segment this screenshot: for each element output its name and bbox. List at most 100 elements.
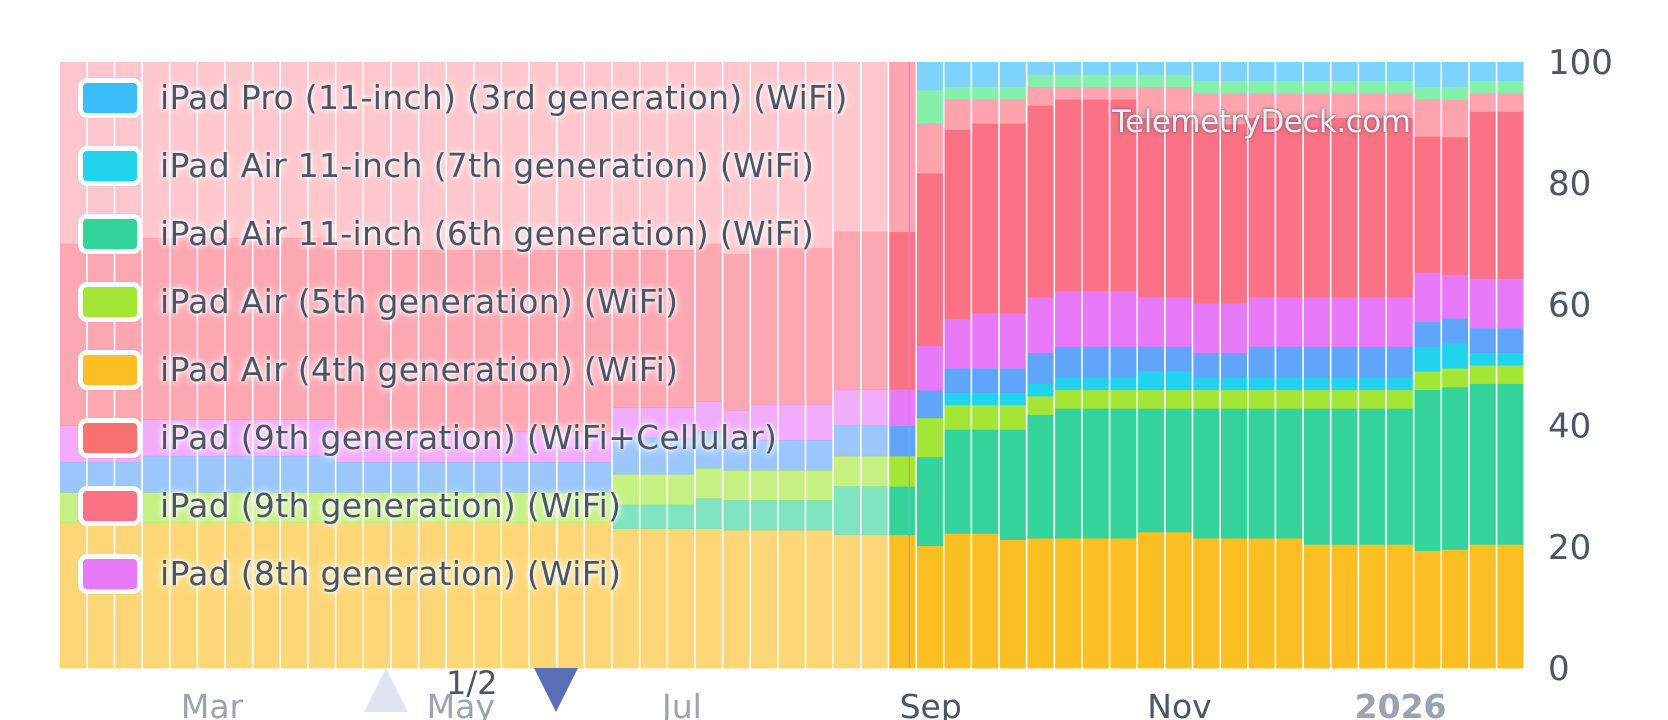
bar-segment[interactable] [1331, 544, 1358, 669]
bar-segment[interactable] [198, 419, 225, 457]
bar-segment[interactable] [1469, 365, 1496, 384]
bar-segment[interactable] [1386, 62, 1413, 81]
bar-segment[interactable] [1082, 74, 1109, 88]
bar-segment[interactable] [474, 492, 501, 523]
bar-segment[interactable] [612, 249, 639, 408]
bar-segment[interactable] [1442, 274, 1469, 319]
bar-segment[interactable] [198, 237, 225, 420]
bar-segment[interactable] [1027, 538, 1054, 669]
bar-segment[interactable] [1055, 538, 1082, 669]
legend-page-down-arrow-icon[interactable] [534, 668, 578, 712]
bar-segment[interactable] [1359, 389, 1386, 409]
bar-segment[interactable] [60, 522, 87, 669]
bar-segment[interactable] [364, 431, 391, 463]
bar-segment[interactable] [999, 98, 1026, 124]
bar-segment[interactable] [1303, 377, 1330, 391]
bar-segment[interactable] [916, 456, 943, 547]
bar-segment[interactable] [1220, 303, 1247, 354]
bar-segment[interactable] [585, 461, 612, 493]
bar-segment[interactable] [557, 431, 584, 463]
bar-segment[interactable] [1303, 389, 1330, 409]
bar-segment[interactable] [1497, 278, 1524, 329]
bar-segment[interactable] [1331, 117, 1358, 298]
bar-segment[interactable] [668, 437, 695, 475]
bar-segment[interactable] [336, 492, 363, 523]
bar-segment[interactable] [723, 62, 750, 255]
bar-segment[interactable] [336, 461, 363, 493]
bar-segment[interactable] [778, 440, 805, 471]
bar-segment[interactable] [751, 404, 778, 441]
bar-segment[interactable] [1082, 408, 1109, 539]
bar-segment[interactable] [1359, 346, 1386, 378]
bar-segment[interactable] [999, 86, 1026, 100]
bar-segment[interactable] [695, 62, 722, 245]
bar-segment[interactable] [972, 98, 999, 124]
bar-segment[interactable] [695, 401, 722, 433]
bar-segment[interactable] [1497, 62, 1524, 81]
bar-segment[interactable] [502, 522, 529, 669]
bar-segment[interactable] [1110, 74, 1137, 88]
bar-segment[interactable] [281, 455, 308, 493]
bar-segment[interactable] [115, 243, 142, 426]
bar-segment[interactable] [1497, 544, 1524, 669]
bar-segment[interactable] [419, 431, 446, 463]
bar-segment[interactable] [446, 492, 474, 523]
bar-segment[interactable] [916, 62, 943, 91]
bar-segment[interactable] [1248, 62, 1275, 81]
bar-segment[interactable] [1110, 389, 1137, 409]
bar-segment[interactable] [502, 461, 529, 493]
bar-segment[interactable] [1055, 290, 1082, 347]
bar-segment[interactable] [751, 500, 778, 531]
bar-segment[interactable] [668, 504, 695, 530]
bar-segment[interactable] [1303, 80, 1330, 94]
bar-segment[interactable] [999, 312, 1026, 369]
bar-segment[interactable] [778, 470, 805, 501]
bar-segment[interactable] [1359, 377, 1386, 391]
bar-segment[interactable] [1082, 86, 1109, 100]
bar-segment[interactable] [889, 62, 916, 233]
bar-segment[interactable] [916, 545, 943, 669]
bar-segment[interactable] [1331, 346, 1358, 378]
bar-segment[interactable] [1386, 92, 1413, 119]
bar-segment[interactable] [1027, 62, 1054, 75]
bar-segment[interactable] [1469, 62, 1496, 81]
bar-segment[interactable] [944, 404, 971, 430]
bar-segment[interactable] [446, 249, 474, 433]
bar-segment[interactable] [1138, 389, 1165, 409]
bar-segment[interactable] [1055, 389, 1082, 409]
bar-segment[interactable] [1248, 408, 1275, 539]
bar-segment[interactable] [1303, 62, 1330, 81]
bar-segment[interactable] [1469, 383, 1496, 545]
bar-segment[interactable] [1248, 346, 1275, 378]
bar-segment[interactable] [1220, 62, 1247, 81]
bar-segment[interactable] [1055, 408, 1082, 539]
bar-segment[interactable] [833, 62, 860, 233]
bar-segment[interactable] [806, 404, 833, 441]
bar-segment[interactable] [1220, 123, 1247, 304]
bar-segment[interactable] [1193, 123, 1220, 304]
bar-segment[interactable] [170, 522, 197, 669]
bar-segment[interactable] [1138, 117, 1165, 298]
bar-segment[interactable] [1303, 408, 1330, 545]
bar-segment[interactable] [1276, 377, 1303, 391]
bar-segment[interactable] [253, 237, 280, 420]
bar-segment[interactable] [944, 319, 971, 369]
bar-segment[interactable] [1110, 99, 1137, 292]
bar-segment[interactable] [695, 431, 722, 469]
bar-segment[interactable] [529, 461, 556, 493]
bar-segment[interactable] [502, 431, 529, 463]
bar-segment[interactable] [1386, 346, 1413, 378]
bar-segment[interactable] [1110, 62, 1137, 75]
bar-segment[interactable] [529, 431, 556, 463]
bar-segment[interactable] [1442, 86, 1469, 100]
bar-segment[interactable] [778, 500, 805, 531]
bar-segment[interactable] [695, 528, 722, 669]
bar-segment[interactable] [695, 498, 722, 530]
bar-segment[interactable] [889, 455, 916, 487]
bar-segment[interactable] [1193, 62, 1220, 81]
bar-segment[interactable] [972, 404, 999, 430]
bar-segment[interactable] [1442, 368, 1469, 388]
bar-segment[interactable] [1497, 352, 1524, 366]
bar-segment[interactable] [1469, 92, 1496, 112]
bar-segment[interactable] [1220, 538, 1247, 669]
